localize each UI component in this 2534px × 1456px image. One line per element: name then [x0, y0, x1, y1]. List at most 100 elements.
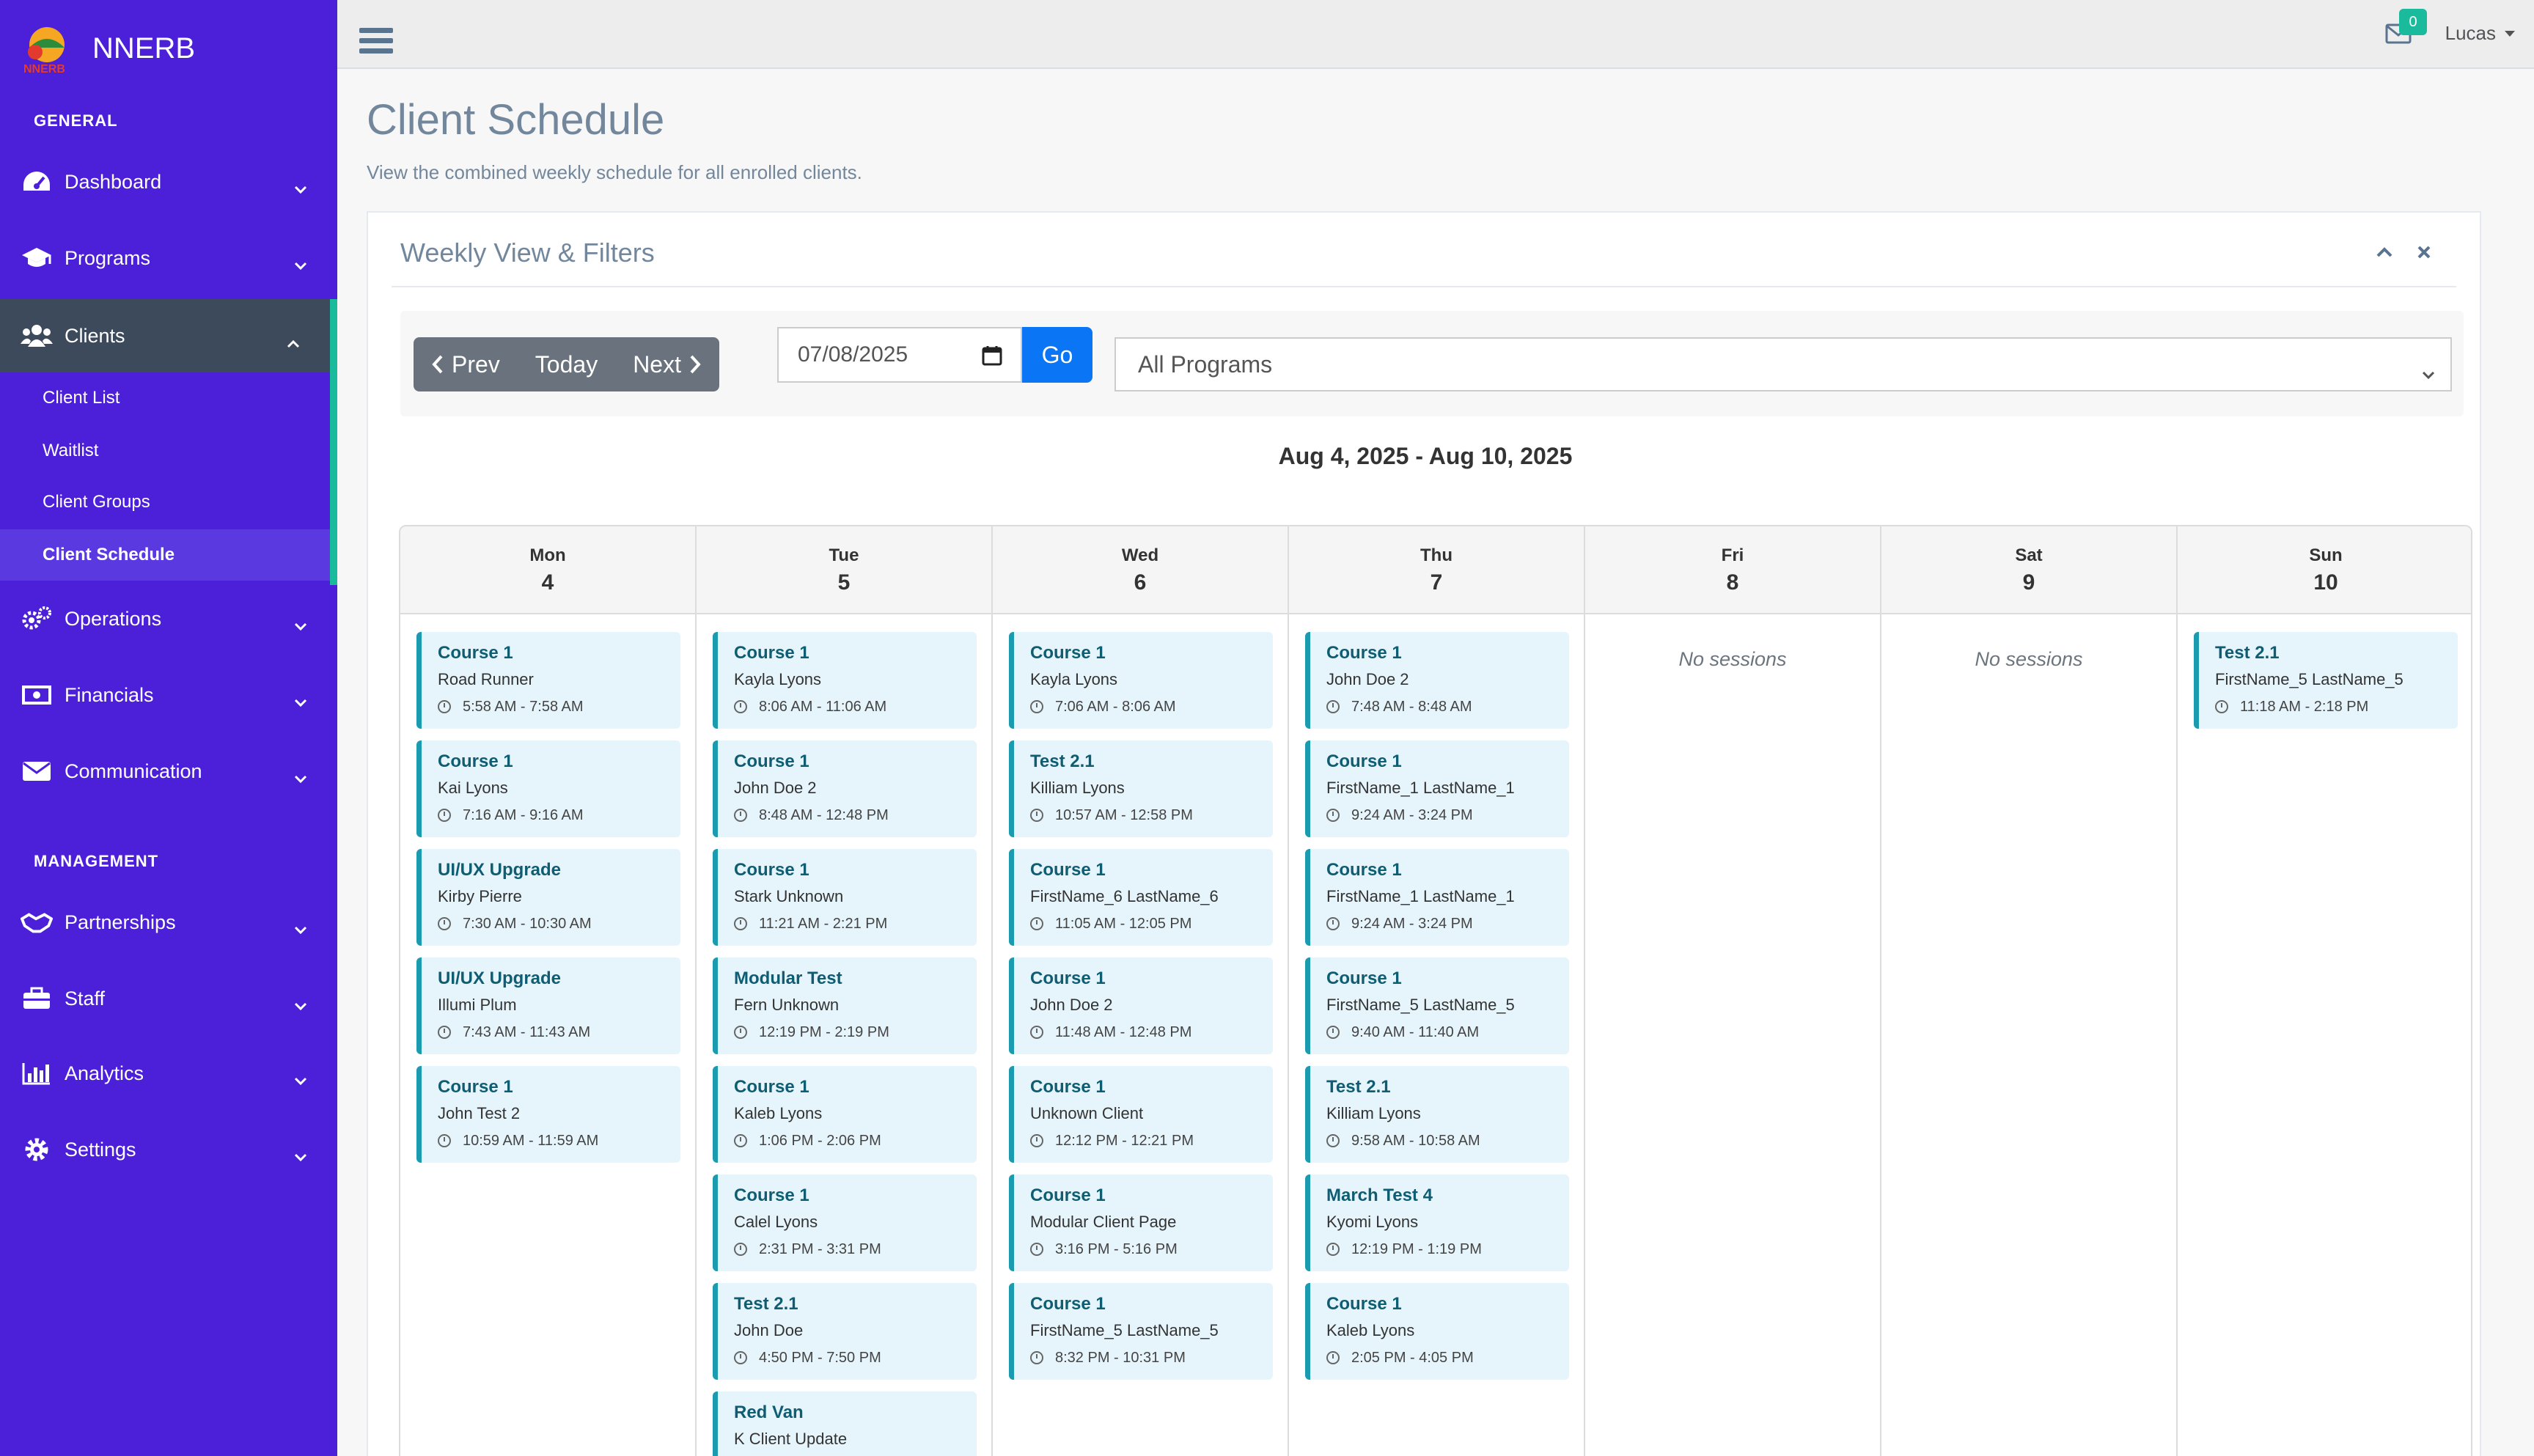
next-button[interactable]: Next	[615, 337, 719, 391]
session-client: John Doe 2	[1030, 996, 1113, 1014]
session-card[interactable]: Course 1 Stark Unknown 11:21 AM - 2:21 PM	[713, 849, 977, 946]
sidebar-item-communication[interactable]: Communication	[0, 735, 337, 808]
weekly-view-panel: Weekly View & Filters Prev Today Next 07…	[367, 211, 2481, 1456]
sidebar-item-label: Settings	[65, 1138, 136, 1161]
session-card[interactable]: Course 1 FirstName_1 LastName_1 9:24 AM - …	[1305, 740, 1569, 837]
day-number: 10	[2313, 570, 2338, 595]
session-time: 8:06 AM - 11:06 AM	[734, 696, 977, 717]
session-card[interactable]: Course 1 Unknown Client 12:12 PM - 12:21 P…	[1009, 1066, 1273, 1163]
sidebar-item-operations[interactable]: Operations	[0, 582, 337, 655]
clock-icon	[1326, 700, 1340, 713]
day-header: Mon 4	[400, 526, 695, 614]
bar-chart-icon	[21, 1059, 53, 1088]
session-card[interactable]: Course 1 John Doe 2 8:48 AM - 12:48 PM	[713, 740, 977, 837]
sidebar-item-label: Staff	[65, 987, 106, 1010]
panel-title: Weekly View & Filters	[400, 238, 655, 268]
clock-icon	[734, 1134, 747, 1147]
session-card[interactable]: March Test 4 Kyomi Lyons 12:19 PM - 1:19 P…	[1305, 1174, 1569, 1271]
session-card[interactable]: Course 1 Kayla Lyons 7:06 AM - 8:06 AM	[1009, 632, 1273, 729]
date-input[interactable]: 07/08/2025	[777, 327, 1022, 383]
sidebar-item-partnerships[interactable]: Partnerships	[0, 886, 337, 959]
submenu-item-client-groups[interactable]: Client Groups	[43, 492, 150, 512]
session-card[interactable]: Course 1 Calel Lyons 2:31 PM - 3:31 PM	[713, 1174, 977, 1271]
date-value: 07/08/2025	[798, 342, 908, 367]
session-card[interactable]: Course 1 John Test 2 10:59 AM - 11:59 AM	[416, 1066, 680, 1163]
session-card[interactable]: Course 1 Kaleb Lyons 1:06 PM - 2:06 PM	[713, 1066, 977, 1163]
day-number: 9	[2022, 570, 2035, 595]
session-card[interactable]: Course 1 John Doe 2 7:48 AM - 8:48 AM	[1305, 632, 1569, 729]
sidebar-item-programs[interactable]: Programs	[0, 221, 337, 295]
calendar-icon[interactable]	[981, 345, 1003, 367]
session-card[interactable]: Test 2.1 Killiam Lyons 9:58 AM - 10:58 AM	[1305, 1066, 1569, 1163]
program-filter-select[interactable]: All Programs	[1114, 337, 2452, 391]
submenu-item-client-list[interactable]: Client List	[43, 388, 120, 408]
session-card[interactable]: Course 1 Kai Lyons 7:16 AM - 9:16 AM	[416, 740, 680, 837]
session-time-text: 10:59 AM - 11:59 AM	[463, 1133, 599, 1149]
session-time-text: 9:58 AM - 10:58 AM	[1351, 1133, 1480, 1149]
clock-icon	[1030, 1026, 1043, 1039]
sidebar-item-settings[interactable]: Settings	[0, 1113, 337, 1186]
chevron-down-icon	[293, 1069, 308, 1092]
clock-icon	[734, 1351, 747, 1364]
sidebar-item-financials[interactable]: Financials	[0, 658, 337, 732]
session-card[interactable]: Course 1 John Doe 2 11:48 AM - 12:48 PM	[1009, 957, 1273, 1054]
sidebar-item-dashboard[interactable]: Dashboard	[0, 145, 337, 218]
day-number: 6	[1134, 570, 1147, 595]
sidebar-item-label: Operations	[65, 607, 162, 630]
session-card[interactable]: Course 1 FirstName_6 LastName_6 11:05 AM -…	[1009, 849, 1273, 946]
session-time: 9:40 AM - 11:40 AM	[1326, 1022, 1569, 1043]
session-card[interactable]: Course 1 FirstName_5 LastName_5 8:32 PM - …	[1009, 1283, 1273, 1380]
chevron-down-icon	[293, 254, 308, 276]
session-client: FirstName_5 LastName_5	[1326, 996, 1515, 1014]
session-card[interactable]: Course 1 FirstName_5 LastName_5 9:40 AM - …	[1305, 957, 1569, 1054]
session-title: Course 1	[1326, 860, 1402, 880]
session-card[interactable]: Red Van K Client Update	[713, 1391, 977, 1456]
clock-icon	[1326, 1134, 1340, 1147]
session-time-text: 7:06 AM - 8:06 AM	[1055, 699, 1176, 715]
session-card[interactable]: Course 1 FirstName_1 LastName_1 9:24 AM - …	[1305, 849, 1569, 946]
session-title: Course 1	[1326, 643, 1402, 663]
top-navbar: 0 Lucas	[337, 0, 2534, 69]
session-client: John Doe	[734, 1321, 804, 1339]
user-menu[interactable]: Lucas	[2445, 22, 2515, 45]
session-time-text: 7:48 AM - 8:48 AM	[1351, 699, 1472, 715]
sidebar-item-clients[interactable]: Clients	[0, 299, 337, 372]
session-title: Test 2.1	[1326, 1077, 1391, 1097]
program-filter-value: All Programs	[1138, 350, 1273, 378]
clock-icon	[1326, 809, 1340, 822]
clock-icon	[1030, 700, 1043, 713]
session-card[interactable]: Modular Test Fern Unknown 12:19 PM - 2:19 …	[713, 957, 977, 1054]
session-card[interactable]: Test 2.1 FirstName_5 LastName_5 11:18 AM -…	[2194, 632, 2458, 729]
brand[interactable]: NNERB NNERB	[21, 21, 195, 76]
session-client: Fern Unknown	[734, 996, 840, 1014]
go-button[interactable]: Go	[1022, 327, 1092, 383]
session-card[interactable]: Course 1 Kayla Lyons 8:06 AM - 11:06 AM	[713, 632, 977, 729]
close-icon[interactable]	[2414, 242, 2434, 262]
submenu-item-client-schedule[interactable]: Client Schedule	[0, 529, 330, 581]
submenu-item-waitlist[interactable]: Waitlist	[43, 441, 99, 460]
session-card[interactable]: UI/UX Upgrade Illumi Plum 7:43 AM - 11:43 …	[416, 957, 680, 1054]
prev-button[interactable]: Prev	[414, 337, 518, 391]
session-title: Course 1	[734, 751, 809, 771]
session-card[interactable]: Course 1 Kaleb Lyons 2:05 PM - 4:05 PM	[1305, 1283, 1569, 1380]
session-time-text: 9:24 AM - 3:24 PM	[1351, 916, 1473, 932]
collapse-icon[interactable]	[2374, 242, 2395, 262]
session-time-text: 5:58 AM - 7:58 AM	[463, 699, 584, 715]
no-sessions-label: No sessions	[1678, 648, 1787, 670]
session-card[interactable]: Test 2.1 Killiam Lyons 10:57 AM - 12:58 PM	[1009, 740, 1273, 837]
menu-toggle-icon[interactable]	[359, 28, 393, 56]
day-number: 4	[541, 570, 554, 595]
clock-icon	[438, 917, 451, 930]
session-card[interactable]: Test 2.1 John Doe 4:50 PM - 7:50 PM	[713, 1283, 977, 1380]
session-card[interactable]: Course 1 Modular Client Page 3:16 PM - 5:1…	[1009, 1174, 1273, 1271]
session-card[interactable]: UI/UX Upgrade Kirby Pierre 7:30 AM - 10:30…	[416, 849, 680, 946]
sidebar-item-staff[interactable]: Staff	[0, 962, 337, 1035]
session-card[interactable]: Course 1 Road Runner 5:58 AM - 7:58 AM	[416, 632, 680, 729]
session-title: Course 1	[1030, 1185, 1106, 1205]
clock-icon	[734, 1243, 747, 1256]
today-button[interactable]: Today	[535, 350, 598, 378]
session-time: 11:48 AM - 12:48 PM	[1030, 1022, 1273, 1043]
session-time: 9:24 AM - 3:24 PM	[1326, 805, 1569, 826]
session-client: FirstName_6 LastName_6	[1030, 887, 1219, 905]
sidebar-item-analytics[interactable]: Analytics	[0, 1037, 337, 1110]
